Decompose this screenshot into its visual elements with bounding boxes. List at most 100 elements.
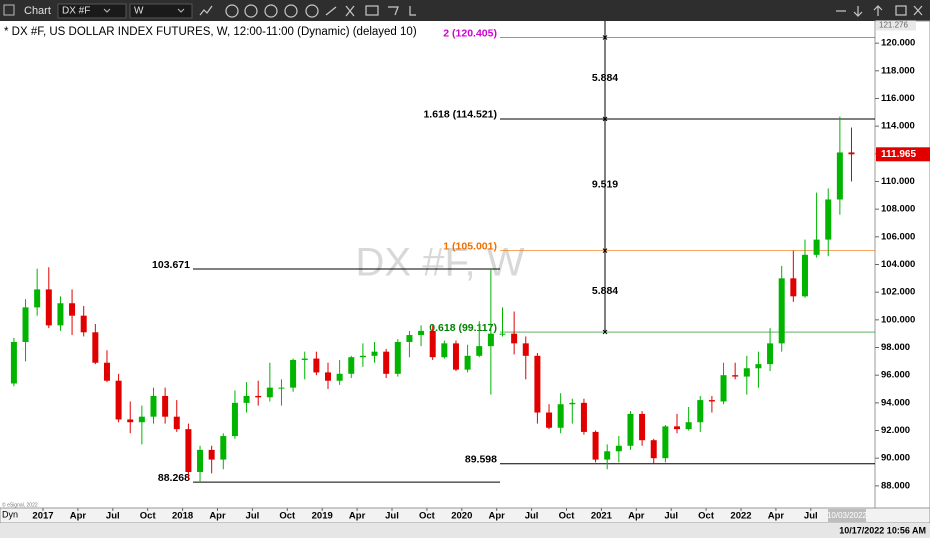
candle-body xyxy=(697,400,704,423)
plot-area xyxy=(0,21,875,508)
candle-body xyxy=(150,395,157,417)
candle-body xyxy=(743,368,750,377)
candle-body xyxy=(755,364,762,369)
candle-body xyxy=(266,387,273,398)
candle-body xyxy=(708,400,715,402)
tool-icon[interactable] xyxy=(225,4,239,18)
candle-body xyxy=(836,152,843,200)
candle-body xyxy=(790,278,797,297)
tool-icon[interactable] xyxy=(199,5,213,16)
x-tick-label: Apr xyxy=(70,511,87,522)
candle-body xyxy=(371,351,378,356)
candle-body xyxy=(208,449,215,460)
candle-body xyxy=(243,395,250,403)
axis-prefix: Dyn xyxy=(2,509,18,519)
candle-body xyxy=(45,289,52,326)
candle-body xyxy=(441,343,448,358)
candle-body xyxy=(80,315,87,333)
x-tick-label: 2018 xyxy=(172,511,193,522)
x-tick-label: Apr xyxy=(489,511,506,522)
candle-body xyxy=(197,449,204,473)
candle-body xyxy=(92,332,99,363)
candle-body xyxy=(674,426,680,430)
candle-body xyxy=(580,402,587,432)
candle-body xyxy=(825,199,832,240)
date-box xyxy=(828,509,866,522)
chart-title: * DX #F, US DOLLAR INDEX FUTURES, W, 12:… xyxy=(4,26,417,38)
status-bar xyxy=(0,523,930,538)
x-tick-label: Apr xyxy=(349,511,366,522)
price-axis xyxy=(874,20,930,509)
y-tick-label: 88.000 xyxy=(881,480,910,491)
x-tick-label: Oct xyxy=(419,511,436,522)
tool-icon[interactable] xyxy=(388,6,399,16)
candle-body xyxy=(255,395,262,398)
y-tick-label: 106.000 xyxy=(881,231,915,242)
candle-body xyxy=(732,375,739,377)
candle-body xyxy=(348,357,355,374)
tool-icon[interactable] xyxy=(325,6,337,16)
x-tick-label: Oct xyxy=(279,511,296,522)
candle-body xyxy=(557,404,564,428)
x-tick-label: Apr xyxy=(768,511,785,522)
candle-body xyxy=(138,416,145,423)
annotation-label: 103.671 xyxy=(152,259,190,271)
status-datetime: 10/17/2022 10:56 AM xyxy=(839,525,926,535)
candle-body xyxy=(325,372,331,381)
candle-body xyxy=(848,152,855,155)
candle-body xyxy=(499,333,506,335)
annotation-label: 88.268 xyxy=(158,472,190,484)
window-maximize[interactable] xyxy=(895,5,907,16)
x-tick-label: Jul xyxy=(385,511,399,522)
y-tick-label: 92.000 xyxy=(881,425,910,436)
x-tick-label: 2017 xyxy=(32,511,53,522)
tool-icon[interactable] xyxy=(305,4,319,18)
last-price-box xyxy=(876,147,930,162)
tool-icon[interactable] xyxy=(345,5,355,17)
candle-body xyxy=(34,289,41,308)
watermark: DX #F, W xyxy=(356,241,525,285)
measure-tick xyxy=(602,116,608,122)
x-tick-label: Jul xyxy=(246,511,260,522)
x-tick-label: Oct xyxy=(140,511,157,522)
axis-top-box xyxy=(876,20,916,31)
plot-layer: 103.671 88.268 89.598 1.618 (114.521) 2 (120… xyxy=(10,21,875,484)
tool-icon[interactable] xyxy=(244,4,258,18)
candle-body xyxy=(162,395,169,417)
candle-body xyxy=(418,330,425,336)
y-tick-label: 120.000 xyxy=(881,38,915,49)
window-close[interactable] xyxy=(913,5,923,16)
candle-body xyxy=(511,333,518,344)
tool-icon[interactable] xyxy=(409,6,416,16)
candle-body xyxy=(359,355,366,358)
candle-body xyxy=(778,278,785,344)
date-box-text: 10/03/2022 xyxy=(827,511,868,520)
window-pin[interactable] xyxy=(853,6,863,17)
candle-body xyxy=(57,303,64,326)
y-tick-label: 110.000 xyxy=(881,176,915,187)
candle-body xyxy=(720,375,727,402)
candle-body xyxy=(685,422,692,430)
candle-body xyxy=(406,335,413,342)
candle-body xyxy=(22,307,29,342)
x-tick-label: 2021 xyxy=(591,511,613,522)
candle-body xyxy=(185,429,192,473)
tool-icon[interactable] xyxy=(365,5,379,16)
last-price-label: 111.965 xyxy=(881,149,916,160)
window-restore[interactable] xyxy=(873,5,883,16)
symbol-input[interactable] xyxy=(57,3,127,19)
candle-body xyxy=(604,451,611,460)
tool-icon[interactable] xyxy=(264,4,278,18)
measure-label: 5.884 xyxy=(592,72,618,84)
x-tick-label: Oct xyxy=(698,511,715,522)
candle-body xyxy=(383,351,390,374)
candle-body xyxy=(813,239,820,255)
symbol-text: DX #F xyxy=(62,6,90,17)
candle-body xyxy=(487,333,494,347)
tool-icon[interactable] xyxy=(284,4,298,18)
candle-body xyxy=(336,373,343,381)
candle-body xyxy=(278,387,285,389)
y-tick-label: 96.000 xyxy=(881,370,910,381)
interval-input[interactable] xyxy=(129,3,193,19)
